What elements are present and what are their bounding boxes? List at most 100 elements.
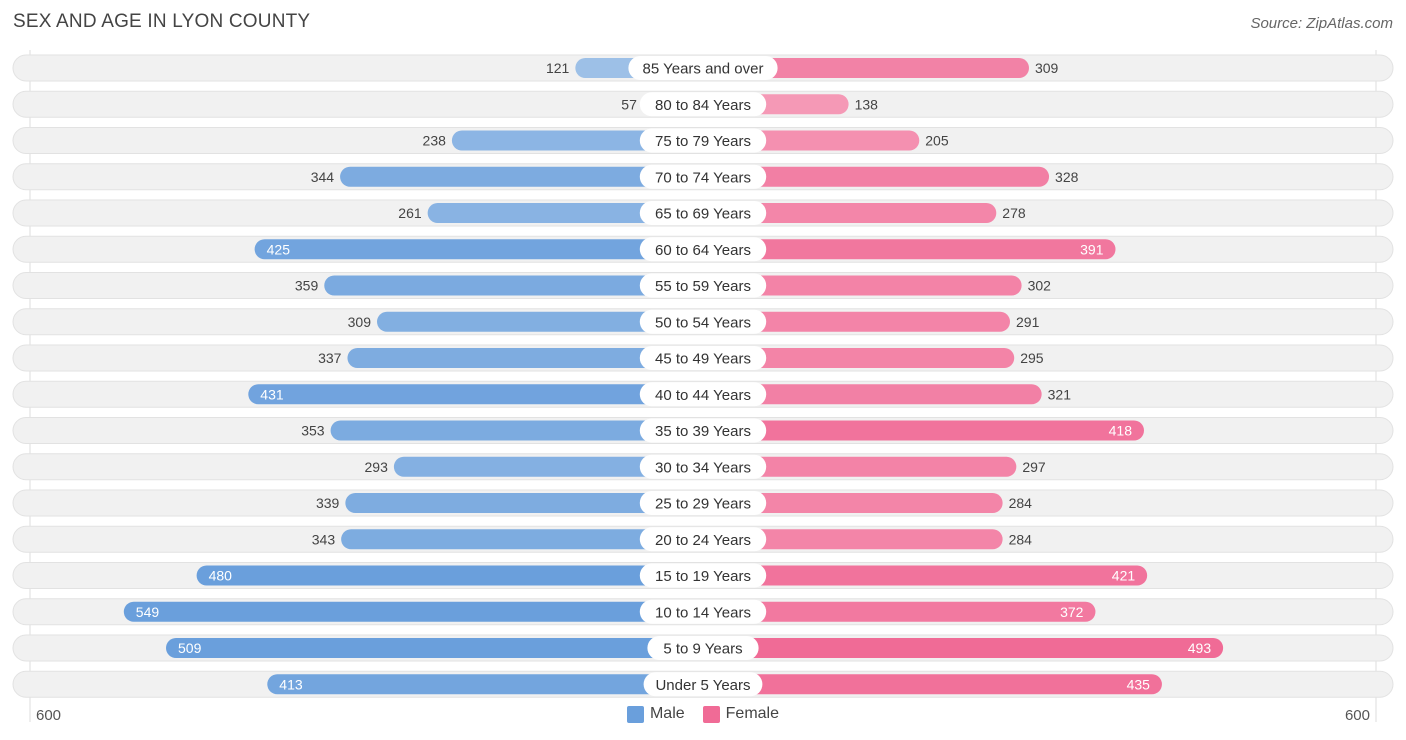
- value-label-female: 391: [1080, 241, 1104, 257]
- value-label-female: 421: [1112, 568, 1136, 584]
- category-label-bg: [628, 56, 778, 80]
- category-label: 10 to 14 Years: [655, 604, 751, 621]
- value-label-female: 309: [1035, 60, 1059, 76]
- bar-female: [703, 166, 1050, 187]
- bar-female: [703, 203, 997, 223]
- bar-male: [248, 384, 704, 405]
- bar-female: [703, 58, 1029, 78]
- bar-female: [703, 638, 1224, 658]
- category-label: 40 to 44 Years: [655, 387, 751, 404]
- category-label: 80 to 84 Years: [655, 97, 751, 114]
- value-label-female: 297: [1022, 459, 1046, 475]
- value-label-male: 413: [279, 676, 303, 692]
- row-8: 337 295 45 to 49 Years: [12, 344, 1394, 372]
- value-label-female: 321: [1048, 386, 1072, 402]
- category-label: 55 to 59 Years: [655, 278, 751, 295]
- category-label: Under 5 Years: [655, 677, 750, 694]
- row-17: 413 435 Under 5 Years: [12, 670, 1394, 698]
- row-12: 339 284 25 to 29 Years: [12, 489, 1394, 517]
- source-label: Source: ZipAtlas.com: [1250, 15, 1393, 32]
- value-label-male: 509: [178, 640, 202, 656]
- category-label: 45 to 49 Years: [655, 351, 751, 368]
- bar-male: [324, 275, 703, 296]
- category-label: 75 to 79 Years: [655, 133, 751, 150]
- category-label-bg: [639, 201, 767, 225]
- legend-female-label: Female: [725, 705, 780, 722]
- value-label-female: 493: [1188, 640, 1212, 656]
- row-1: 57 138 80 to 84 Years: [12, 90, 1394, 118]
- bar-female: [703, 239, 1116, 260]
- bar-female: [703, 456, 1017, 477]
- category-label-bg: [639, 346, 767, 370]
- row-16: 509 493 5 to 9 Years: [12, 634, 1394, 662]
- chart-title: SEX AND AGE IN LYON COUNTY: [13, 11, 311, 32]
- bar-female: [703, 311, 1011, 332]
- male-swatch: [626, 705, 644, 723]
- category-label: 25 to 29 Years: [655, 496, 751, 513]
- bar-female: [703, 493, 1003, 513]
- bar-female: [703, 275, 1022, 296]
- value-label-female: 284: [1009, 531, 1033, 547]
- value-label-male: 343: [312, 531, 336, 547]
- category-label: 65 to 69 Years: [655, 206, 751, 223]
- bar-male: [267, 674, 703, 695]
- row-6: 359 302 55 to 59 Years: [12, 272, 1394, 299]
- bar-male: [254, 239, 703, 260]
- category-label-bg: [639, 273, 767, 298]
- x-axis-right-label: 600: [1344, 707, 1370, 724]
- legend-item-male[interactable]: Male: [626, 705, 685, 723]
- bar-male: [341, 529, 703, 550]
- bar-female: [703, 674, 1162, 695]
- value-label-male: 238: [423, 133, 447, 149]
- category-label-bg: [639, 237, 767, 262]
- row-11: 293 297 30 to 34 Years: [12, 453, 1394, 481]
- category-label: 70 to 74 Years: [655, 169, 751, 186]
- value-label-female: 328: [1055, 169, 1079, 185]
- value-label-male: 57: [621, 96, 637, 112]
- row-7: 309 291 50 to 54 Years: [12, 308, 1394, 336]
- row-3: 344 328 70 to 74 Years: [12, 163, 1394, 191]
- value-label-male: 353: [301, 423, 325, 439]
- bar-male: [345, 493, 703, 513]
- category-label-bg: [639, 454, 767, 479]
- bar-male: [166, 638, 703, 658]
- value-label-male: 121: [546, 60, 570, 76]
- bar-female: [703, 384, 1042, 405]
- value-label-male: 549: [136, 604, 160, 620]
- legend-item-female[interactable]: Female: [702, 705, 780, 723]
- category-label: 50 to 54 Years: [655, 314, 751, 331]
- bar-female: [703, 420, 1144, 441]
- bar-female: [703, 529, 1003, 550]
- value-label-male: 309: [348, 314, 372, 330]
- category-label-bg: [639, 128, 767, 153]
- row-2: 238 205 75 to 79 Years: [12, 127, 1394, 154]
- bar-male: [451, 130, 703, 151]
- value-label-female: 278: [1002, 205, 1026, 221]
- value-label-male: 425: [267, 241, 291, 257]
- bar-male: [347, 348, 703, 368]
- value-label-male: 344: [311, 169, 335, 185]
- category-label-bg: [647, 636, 759, 660]
- row-0: 121 309 85 Years and over: [12, 54, 1394, 82]
- bar-male: [377, 311, 703, 332]
- category-label-bg: [639, 382, 767, 407]
- row-15: 549 372 10 to 14 Years: [12, 598, 1394, 626]
- category-label: 30 to 34 Years: [655, 459, 751, 476]
- category-label: 85 Years and over: [643, 61, 764, 78]
- bar-female: [703, 565, 1148, 586]
- category-label-bg: [639, 599, 767, 624]
- category-label-bg: [639, 92, 767, 117]
- value-label-female: 138: [855, 96, 879, 112]
- row-13: 343 284 20 to 24 Years: [12, 525, 1394, 553]
- value-label-female: 291: [1016, 314, 1040, 330]
- category-label: 5 to 9 Years: [663, 641, 742, 658]
- value-label-male: 261: [398, 205, 422, 221]
- bar-male: [393, 456, 703, 477]
- bar-male: [123, 601, 704, 622]
- category-label-bg: [643, 672, 763, 697]
- value-label-male: 293: [365, 459, 389, 475]
- value-label-female: 372: [1060, 604, 1084, 620]
- value-label-male: 480: [209, 568, 233, 584]
- category-label: 35 to 39 Years: [655, 423, 751, 440]
